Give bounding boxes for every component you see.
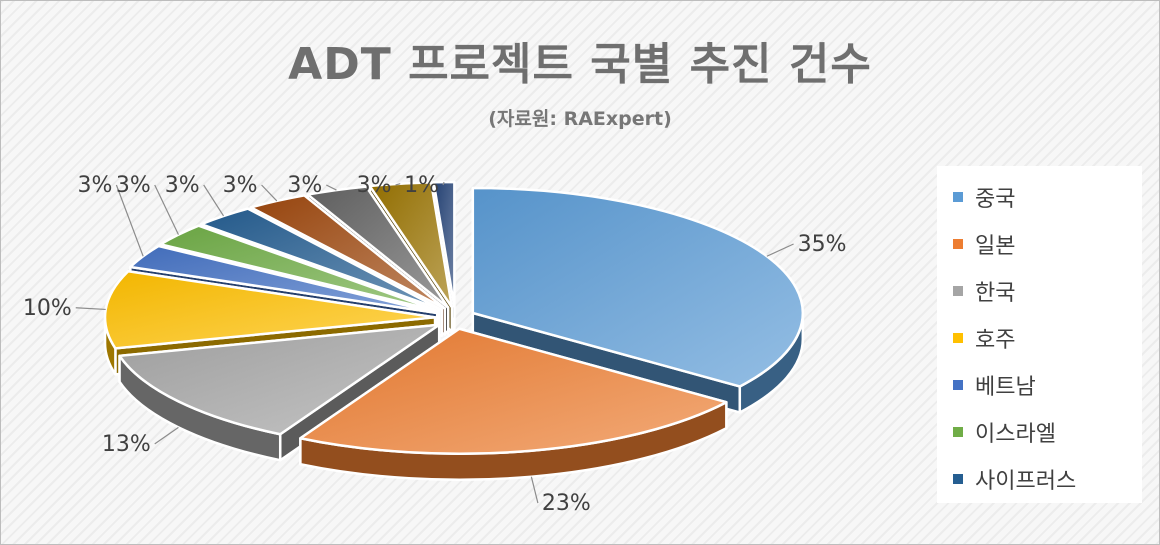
- data-label-1: 23%: [542, 491, 591, 516]
- legend-label-3: 호주: [975, 328, 1016, 353]
- leader-line-9: [395, 183, 401, 186]
- data-label-3: 10%: [23, 296, 72, 321]
- legend-item-1: 일본: [953, 229, 1015, 259]
- pie-slice-1: [299, 327, 728, 455]
- leader-line-1: [530, 476, 539, 504]
- chart-subtitle: (자료원: RAExpert): [488, 108, 672, 130]
- data-label-9: 3%: [357, 173, 392, 198]
- legend-item-0: 중국: [953, 182, 1015, 212]
- pie-slice-9: [368, 181, 454, 309]
- pie-slice-5: [159, 224, 441, 313]
- leader-line-5: [154, 184, 179, 235]
- legend-item-4: 베트남: [953, 370, 1036, 400]
- legend-item-6: 사이프러스: [953, 464, 1076, 494]
- leader-line-0: [766, 243, 794, 257]
- legend-item-5: 이스라엘: [953, 417, 1056, 447]
- legend-label-0: 중국: [975, 187, 1016, 212]
- data-label-10: 1%: [404, 173, 439, 198]
- legend-swatch-2: [953, 286, 963, 296]
- leader-line-10: [442, 181, 445, 186]
- legend-label-1: 일본: [975, 234, 1016, 259]
- legend-item-3: 호주: [953, 323, 1015, 353]
- legend-item-2: 한국: [953, 276, 1015, 306]
- legend-swatch-0: [953, 192, 963, 202]
- legend-swatch-6: [953, 474, 963, 484]
- data-label-2: 13%: [102, 432, 151, 457]
- leader-line-8: [326, 184, 337, 191]
- pie-slice-0: [471, 186, 805, 388]
- data-label-6: 3%: [165, 173, 200, 198]
- data-label-7: 3%: [223, 173, 258, 198]
- pie-slice-4: [129, 244, 439, 315]
- pie-slice-10: [432, 180, 456, 309]
- legend-swatch-5: [953, 427, 963, 437]
- data-label-5: 3%: [116, 173, 151, 198]
- legend-swatch-3: [953, 333, 963, 343]
- legend-swatch-1: [953, 239, 963, 249]
- legend-label-4: 베트남: [975, 375, 1036, 400]
- legend-label-6: 사이프러스: [975, 469, 1077, 494]
- chart-title: ADT 프로젝트 국별 추진 건수: [288, 39, 872, 90]
- leader-line-7: [261, 184, 278, 202]
- pie-slice-6: [199, 207, 444, 311]
- legend-swatch-4: [953, 380, 963, 390]
- legend-label-5: 이스라엘: [975, 422, 1056, 447]
- pie-slice-8: [306, 185, 450, 309]
- legend-label-2: 한국: [975, 281, 1016, 306]
- pie-slice-7: [249, 194, 447, 310]
- leader-line-3: [75, 307, 106, 311]
- leader-line-6: [203, 184, 225, 217]
- data-label-4: 3%: [78, 173, 113, 198]
- data-label-8: 3%: [287, 173, 322, 198]
- leader-line-4: [115, 184, 144, 257]
- leader-line-2: [154, 426, 179, 445]
- data-label-0: 35%: [798, 232, 847, 257]
- pie-slice-2: [118, 323, 441, 436]
